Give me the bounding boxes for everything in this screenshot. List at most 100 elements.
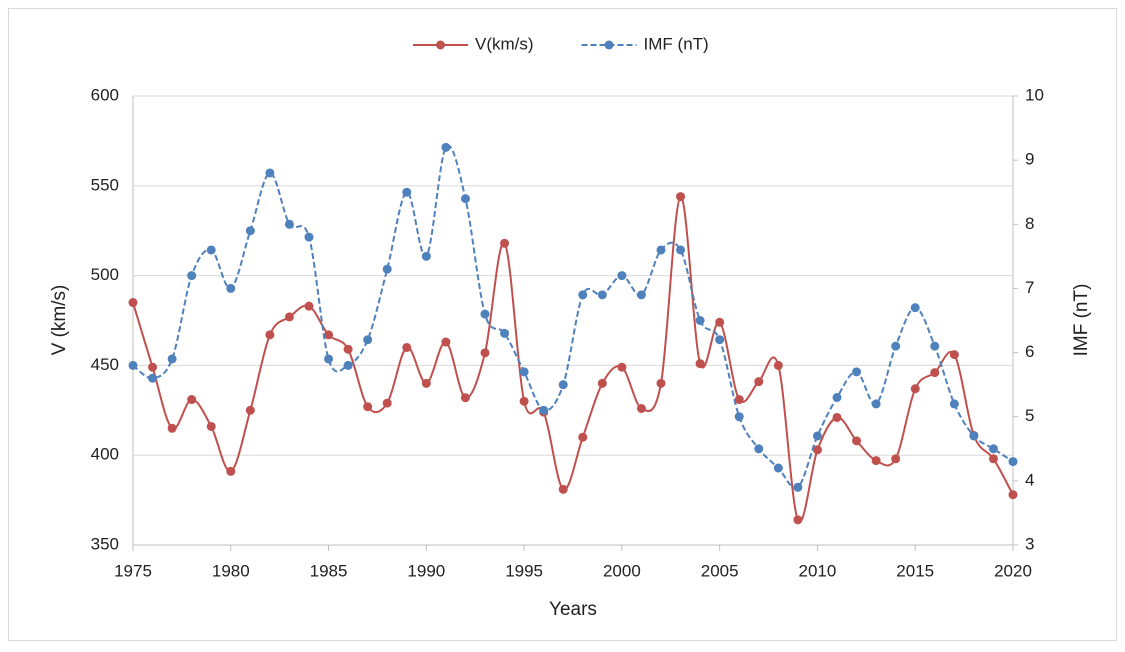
data-point	[284, 312, 294, 322]
data-point	[128, 360, 138, 370]
data-point	[500, 328, 510, 338]
data-point	[793, 482, 803, 492]
data-point	[715, 317, 725, 327]
data-point	[519, 396, 529, 406]
legend-label: V(km/s)	[475, 34, 534, 53]
data-point	[852, 367, 862, 377]
data-point	[1008, 457, 1018, 467]
data-point	[812, 445, 822, 455]
y-tick-label: 350	[91, 534, 119, 553]
y-tick-label: 550	[91, 175, 119, 194]
y-tick-label: 600	[91, 85, 119, 104]
x-tick-label: 1990	[407, 561, 445, 580]
x-tick-label: 1980	[212, 561, 250, 580]
data-point	[949, 399, 959, 409]
data-point	[734, 395, 744, 405]
data-point	[930, 341, 940, 351]
data-point	[910, 303, 920, 313]
data-point	[324, 330, 334, 340]
data-point	[910, 384, 920, 394]
x-tick-label: 1985	[310, 561, 348, 580]
data-point	[871, 456, 881, 466]
data-point	[460, 194, 470, 204]
data-point	[148, 362, 158, 372]
data-point	[949, 350, 959, 360]
data-point	[656, 245, 666, 255]
y2-axis-title: IMF (nT)	[1071, 284, 1092, 357]
data-point	[558, 380, 568, 390]
y2-tick-label: 7	[1025, 278, 1034, 297]
data-point	[304, 232, 314, 242]
x-tick-label: 1995	[505, 561, 543, 580]
chart-frame	[8, 8, 1117, 641]
data-point	[988, 444, 998, 454]
data-point	[676, 245, 686, 255]
data-point	[421, 378, 431, 388]
data-point	[441, 337, 451, 347]
data-point	[793, 515, 803, 525]
data-point	[754, 444, 764, 454]
y-tick-label: 500	[91, 265, 119, 284]
y2-tick-label: 6	[1025, 342, 1034, 361]
data-point	[597, 290, 607, 300]
data-point	[480, 348, 490, 358]
data-point	[636, 290, 646, 300]
data-point	[382, 398, 392, 408]
data-point	[539, 405, 549, 415]
data-point	[402, 187, 412, 197]
data-point	[167, 423, 177, 433]
data-point	[891, 454, 901, 464]
y2-tick-label: 4	[1025, 470, 1034, 489]
data-point	[812, 431, 822, 441]
x-tick-label: 1975	[114, 561, 152, 580]
data-point	[343, 344, 353, 354]
data-point	[871, 399, 881, 409]
y-tick-label: 450	[91, 355, 119, 374]
data-point	[617, 362, 627, 372]
data-point	[988, 454, 998, 464]
data-point	[245, 226, 255, 236]
data-point	[636, 404, 646, 414]
data-point	[597, 378, 607, 388]
x-tick-label: 2015	[896, 561, 934, 580]
data-point	[460, 393, 470, 403]
data-point	[363, 402, 373, 412]
data-point	[148, 373, 158, 383]
data-point	[187, 395, 197, 405]
data-point	[480, 309, 490, 319]
data-point	[773, 463, 783, 473]
y2-tick-label: 9	[1025, 150, 1034, 169]
data-point	[558, 484, 568, 494]
data-point	[245, 405, 255, 415]
data-point	[676, 192, 686, 202]
data-point	[715, 335, 725, 345]
x-tick-label: 2000	[603, 561, 641, 580]
data-point	[852, 436, 862, 446]
data-point	[343, 360, 353, 370]
y2-tick-label: 5	[1025, 406, 1034, 425]
data-point	[167, 354, 177, 364]
x-tick-label: 2010	[799, 561, 837, 580]
data-point	[226, 283, 236, 293]
y2-tick-label: 3	[1025, 534, 1034, 553]
data-point	[441, 142, 451, 152]
data-point	[187, 271, 197, 281]
data-point	[324, 354, 334, 364]
legend-marker	[604, 40, 614, 50]
data-point	[265, 168, 275, 178]
data-point	[421, 251, 431, 261]
data-point	[284, 219, 294, 229]
y2-tick-label: 10	[1025, 85, 1044, 104]
y-axis-title: V (km/s)	[49, 285, 70, 356]
data-point	[206, 421, 216, 431]
y2-tick-label: 8	[1025, 214, 1034, 233]
data-point	[832, 392, 842, 402]
data-point	[402, 342, 412, 352]
data-point	[519, 367, 529, 377]
data-point	[206, 245, 216, 255]
x-tick-label: 2005	[701, 561, 739, 580]
x-tick-label: 2020	[994, 561, 1032, 580]
data-point	[363, 335, 373, 345]
data-point	[695, 359, 705, 369]
